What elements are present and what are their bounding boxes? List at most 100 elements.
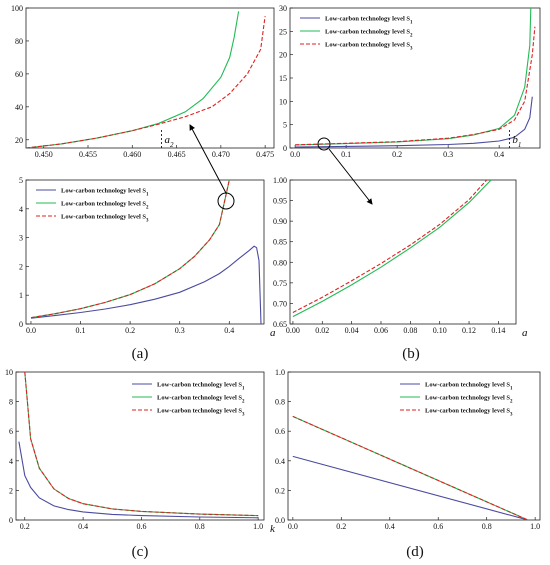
y-tick-label: 0	[283, 144, 287, 153]
plot-frame	[15, 371, 265, 521]
y-tick-label: 0.75	[273, 279, 287, 288]
x-tick-label: 0.4	[224, 326, 234, 335]
x-tick-label: 1.0	[530, 522, 540, 531]
x-tick-label: 0.455	[79, 150, 97, 159]
legend-label-s1: Low-carbon technology level S1	[157, 382, 245, 392]
y-tick-label: 0.90	[273, 217, 287, 226]
y-tick-label: 3	[19, 234, 23, 243]
y-tick-label: 0.70	[273, 299, 287, 308]
y-tick-label: 8	[9, 398, 13, 407]
y-tick-label: 0	[19, 320, 23, 329]
x-tick-label: 0.10	[433, 326, 447, 335]
chart-a-main: 0.0 0.1 0.2 0.3 0.4 0 1 2 3 4 5 a Low-carbon technol…	[19, 176, 276, 339]
series-line-s3	[30, 180, 230, 319]
x-tick-label: 0.3	[175, 326, 185, 335]
legend-label-s2: Low-carbon technology level S2	[425, 395, 513, 405]
plot-frame	[25, 7, 275, 149]
y-tick-label: 15	[279, 74, 287, 83]
y-tick-label: 30	[279, 4, 287, 13]
y-tick-label: 0.80	[273, 258, 287, 267]
chart-d: 0.0 0.2 0.4 0.6 0.8 1.0 0.0 0.2 0.4 0.6 0.8 1.0 Low-…	[275, 368, 541, 531]
x-tick-label: 0.475	[256, 150, 274, 159]
x-tick-label: 0.8	[195, 522, 205, 531]
x-tick-label: 0.0	[290, 150, 300, 159]
x-tick-label: 1.0	[253, 522, 263, 531]
zoom-circle-b	[317, 137, 331, 151]
series-line-s1	[292, 455, 529, 520]
y-tick-label: 0.95	[273, 197, 287, 206]
x-tick-label: 0.450	[35, 150, 53, 159]
y-tick-label: 5	[283, 121, 287, 130]
plot-frame	[289, 179, 517, 325]
x-tick-label: 0.460	[123, 150, 141, 159]
x-tick-label: 0.4	[385, 522, 395, 531]
x-axis-label: a	[270, 327, 276, 339]
x-tick-label: 0.4	[494, 150, 504, 159]
y-tick-label: 25	[279, 27, 287, 36]
y-tick-label: 4	[19, 205, 23, 214]
x-tick-label: 0.0	[288, 522, 298, 531]
legend-label-s2: Low-carbon technology level S2	[157, 395, 245, 405]
y-tick-label: 60	[15, 70, 23, 79]
y-tick-label: 1.00	[273, 176, 287, 185]
x-tick-label: 0.14	[491, 326, 505, 335]
x-tick-label: 0.1	[341, 150, 351, 159]
y-tick-label: 2	[9, 486, 13, 495]
x-axis-label: a	[522, 327, 528, 339]
x-tick-label: 0.0	[26, 326, 36, 335]
x-tick-label: 0.06	[374, 326, 388, 335]
y-tick-label: 0.2	[275, 486, 285, 495]
series-line-s3	[26, 16, 266, 148]
y-tick-label: 100	[11, 4, 23, 13]
x-tick-label: 0.1	[76, 326, 86, 335]
y-tick-label: 20	[279, 51, 287, 60]
plot-frame	[287, 371, 541, 521]
y-tick-label: 0.6	[275, 427, 285, 436]
series-line-s2	[292, 180, 492, 318]
x-tick-label: 0.2	[336, 522, 346, 531]
legend-label-s1: Low-carbon technology level S1	[61, 188, 149, 198]
x-tick-label: 0.470	[212, 150, 230, 159]
y-tick-label: 0.8	[275, 398, 285, 407]
series-line-s3	[292, 180, 488, 313]
y-tick-label: 40	[15, 103, 23, 112]
y-tick-label: 1.0	[275, 368, 285, 377]
series-line-s2	[26, 11, 240, 148]
x-tick-label: 0.2	[392, 150, 402, 159]
x-tick-label: 0.00	[286, 326, 300, 335]
series-line-s1	[30, 245, 262, 324]
panel-label-a: (a)	[132, 346, 149, 362]
y-tick-label: 0.85	[273, 238, 287, 247]
chart-b-inset: 0.00 0.02 0.04 0.06 0.08 0.10 0.12 0.14 0.65 0.70…	[273, 176, 528, 339]
y-tick-label: 0.0	[275, 516, 285, 525]
x-tick-label: 0.2	[20, 522, 30, 531]
series-line-s1	[18, 441, 259, 519]
chart-b-main: 0.0 0.1 0.2 0.3 0.4 0 5 10 15 20 25 30 b1 Low-carbon …	[279, 4, 541, 159]
legend-label-s3: Low-carbon technology level S3	[325, 42, 413, 52]
legend-label-s3: Low-carbon technology level S3	[425, 408, 513, 418]
x-tick-label: 0.465	[168, 150, 186, 159]
series-line-s2	[24, 372, 259, 517]
x-tick-label: 0.8	[482, 522, 492, 531]
legend-label-s2: Low-carbon technology level S2	[325, 29, 413, 39]
chart-a-inset: 0.450 0.455 0.460 0.465 0.470 0.475 20 40 60 80 10…	[11, 4, 275, 159]
y-tick-label: 80	[15, 37, 23, 46]
y-tick-label: 6	[9, 427, 13, 436]
annotation-label: a2	[165, 134, 175, 149]
legend-label-s3: Low-carbon technology level S3	[157, 408, 245, 418]
x-tick-label: 0.04	[345, 326, 359, 335]
y-tick-label: 2	[19, 262, 23, 271]
y-tick-label: 4	[9, 457, 13, 466]
y-tick-label: 0	[9, 516, 13, 525]
y-tick-label: 20	[15, 136, 23, 145]
panel-label-c: (c)	[132, 544, 149, 560]
legend-label-s1: Low-carbon technology level S1	[325, 16, 413, 26]
x-tick-label: 0.6	[433, 522, 443, 531]
series-line-s1	[295, 96, 533, 148]
legend-label-s2: Low-carbon technology level S2	[61, 201, 149, 211]
y-tick-label: 0.65	[273, 320, 287, 329]
x-tick-label: 0.02	[315, 326, 329, 335]
chart-c: 0.2 0.4 0.6 0.8 1.0 0 2 4 6 8 10 k Low-carbon techno…	[5, 368, 276, 535]
y-tick-label: 5	[19, 176, 23, 185]
annotation-label: b1	[512, 134, 521, 149]
